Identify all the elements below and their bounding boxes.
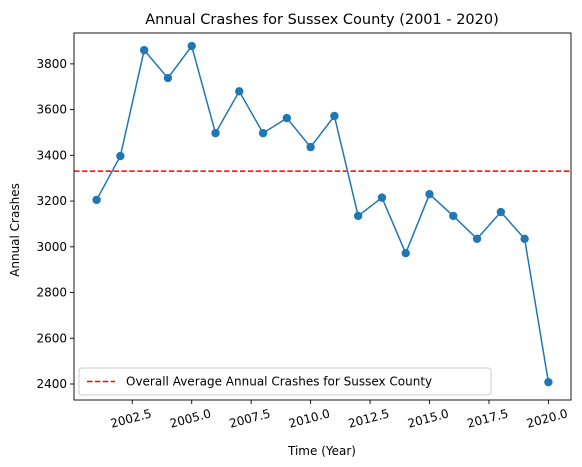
y-tick-label: 2600 bbox=[36, 331, 67, 345]
x-tick-label: 2017.5 bbox=[466, 406, 510, 430]
data-point bbox=[401, 249, 410, 258]
data-point bbox=[116, 151, 125, 161]
y-tick-label: 2400 bbox=[36, 377, 67, 391]
x-tick-label: 2020.0 bbox=[525, 406, 569, 430]
data-point bbox=[425, 190, 434, 199]
x-axis-label: Time (Year) bbox=[287, 444, 356, 458]
plot-frame bbox=[73, 32, 572, 401]
data-point bbox=[330, 111, 339, 121]
data-point bbox=[163, 73, 173, 83]
y-tick-label: 3400 bbox=[36, 148, 67, 162]
y-tick-label: 3000 bbox=[36, 240, 67, 254]
chart-title: Annual Crashes for Sussex County (2001 -… bbox=[145, 12, 499, 28]
x-tick-label: 2005.0 bbox=[168, 406, 212, 430]
data-point bbox=[377, 193, 387, 202]
y-tick-label: 3200 bbox=[36, 194, 67, 208]
legend-label: Overall Average Annual Crashes for Susse… bbox=[126, 375, 432, 389]
data-point bbox=[306, 142, 315, 152]
x-tick-label: 2010.0 bbox=[287, 406, 331, 430]
y-axis-label: Annual Crashes bbox=[8, 183, 22, 277]
data-point bbox=[282, 113, 292, 123]
data-point bbox=[211, 128, 220, 138]
x-tick-label: 2012.5 bbox=[347, 406, 391, 430]
plot-area: 2400 2600 2800 3000 3200 3400 3600 3800 2002.5 20… bbox=[36, 32, 572, 431]
data-point bbox=[258, 128, 268, 138]
data-point bbox=[496, 207, 506, 217]
data-point bbox=[544, 377, 553, 387]
y-tick-label: 3800 bbox=[36, 57, 67, 71]
data-point bbox=[235, 87, 244, 96]
x-tick-label: 2007.5 bbox=[228, 406, 272, 430]
data-point bbox=[472, 234, 482, 243]
data-point bbox=[353, 211, 363, 221]
x-tick-label: 2015.0 bbox=[406, 406, 450, 430]
data-point bbox=[187, 41, 196, 51]
data-point bbox=[139, 45, 149, 55]
legend-box bbox=[78, 367, 492, 396]
data-point bbox=[449, 211, 458, 221]
x-tick-label: 2002.5 bbox=[109, 406, 153, 430]
data-point bbox=[520, 234, 529, 243]
y-tick-label: 2800 bbox=[36, 286, 67, 300]
series-line bbox=[95, 44, 550, 383]
y-tick-label: 3600 bbox=[36, 103, 67, 117]
legend: Overall Average Annual Crashes for Susse… bbox=[78, 367, 492, 396]
data-point bbox=[92, 195, 101, 205]
